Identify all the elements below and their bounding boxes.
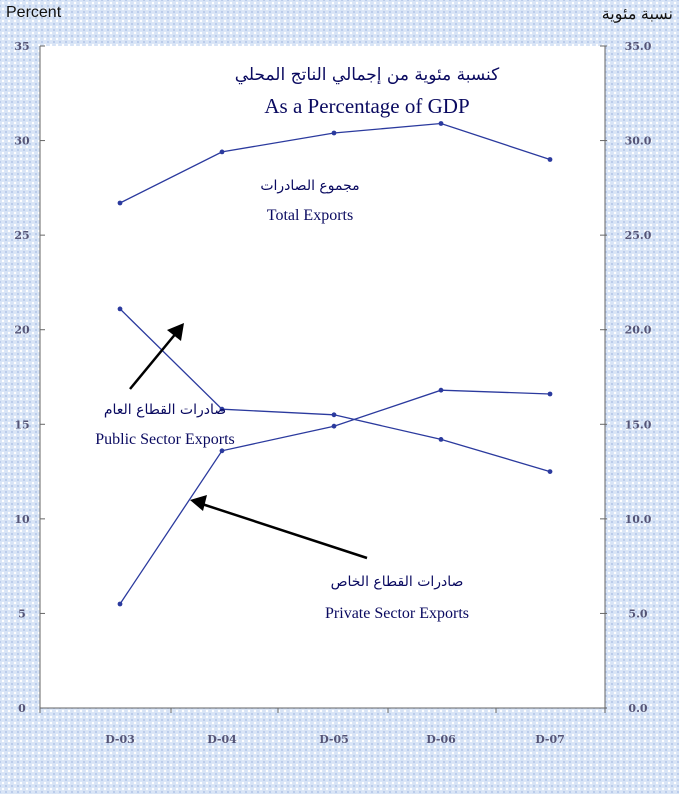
total-exports-label: Total Exports bbox=[267, 207, 353, 224]
public-exports-point bbox=[438, 437, 444, 442]
total-exports-point bbox=[219, 149, 225, 155]
right-tick-label: 10.0 bbox=[625, 513, 652, 526]
x-tick-label: D-06 bbox=[426, 733, 456, 746]
chart-title-arabic: كنسبة مئوية من إجمالي الناتج المحلي bbox=[235, 65, 500, 85]
total-exports-point bbox=[331, 130, 337, 136]
right-tick-label: 25.0 bbox=[625, 229, 652, 242]
x-tick-label: D-05 bbox=[319, 733, 349, 746]
axes bbox=[39, 46, 606, 709]
public-exports-label: Public Sector Exports bbox=[95, 431, 235, 448]
right-tick-label: 0.0 bbox=[628, 702, 647, 715]
total-exports-point bbox=[117, 200, 123, 206]
right-tick-label: 5.0 bbox=[628, 607, 647, 620]
total-exports-point bbox=[438, 121, 444, 126]
private-exports-arrow bbox=[190, 495, 368, 560]
private-exports-point bbox=[219, 448, 225, 454]
public-exports-point bbox=[219, 406, 225, 412]
right-ticks: 35.0 30.0 25.0 20.0 15.0 10.0 5.0 0.0 bbox=[600, 40, 652, 715]
series-group bbox=[117, 121, 553, 607]
right-tick-label: 20.0 bbox=[625, 324, 652, 337]
right-tick-label: 15.0 bbox=[625, 418, 652, 431]
public-exports-arrow bbox=[129, 323, 184, 390]
left-tick-label: 10 bbox=[14, 513, 30, 526]
left-axis-unit-label: Percent bbox=[6, 4, 62, 21]
private-exports-label-arabic: صادرات القطاع الخاص bbox=[331, 574, 464, 590]
plot-area bbox=[40, 46, 605, 708]
public-exports-point bbox=[331, 412, 337, 418]
public-exports-label-arabic: صادرات القطاع العام bbox=[104, 402, 226, 418]
left-tick-label: 20 bbox=[14, 324, 30, 337]
total-exports-point bbox=[547, 157, 553, 162]
private-exports-point bbox=[117, 601, 123, 607]
left-tick-label: 15 bbox=[14, 418, 29, 431]
left-tick-label: 30 bbox=[14, 135, 30, 148]
right-tick-label: 35.0 bbox=[625, 40, 652, 53]
private-exports-point bbox=[438, 387, 444, 393]
public-exports-point bbox=[117, 306, 123, 312]
x-tick-label: D-03 bbox=[105, 733, 135, 746]
left-ticks: 35 30 25 20 15 10 5 0 bbox=[14, 40, 45, 715]
x-tick-label: D-04 bbox=[207, 733, 237, 746]
private-exports-label: Private Sector Exports bbox=[325, 605, 469, 622]
left-tick-label: 0 bbox=[18, 702, 26, 715]
left-tick-label: 25 bbox=[14, 229, 29, 242]
total-exports-label-arabic: مجموع الصادرات bbox=[260, 178, 359, 194]
private-exports-point bbox=[547, 391, 553, 397]
x-tick-label: D-07 bbox=[535, 733, 565, 746]
private-exports-point bbox=[331, 423, 337, 429]
chart-title: As a Percentage of GDP bbox=[264, 94, 469, 118]
left-tick-label: 35 bbox=[14, 40, 29, 53]
x-ticks: D-03 D-04 D-05 D-06 D-07 bbox=[39, 708, 606, 746]
right-axis-unit-label: نسبة مئوية bbox=[601, 6, 673, 23]
public-exports-point bbox=[547, 469, 553, 474]
left-tick-label: 5 bbox=[18, 607, 26, 620]
right-tick-label: 30.0 bbox=[625, 135, 652, 148]
